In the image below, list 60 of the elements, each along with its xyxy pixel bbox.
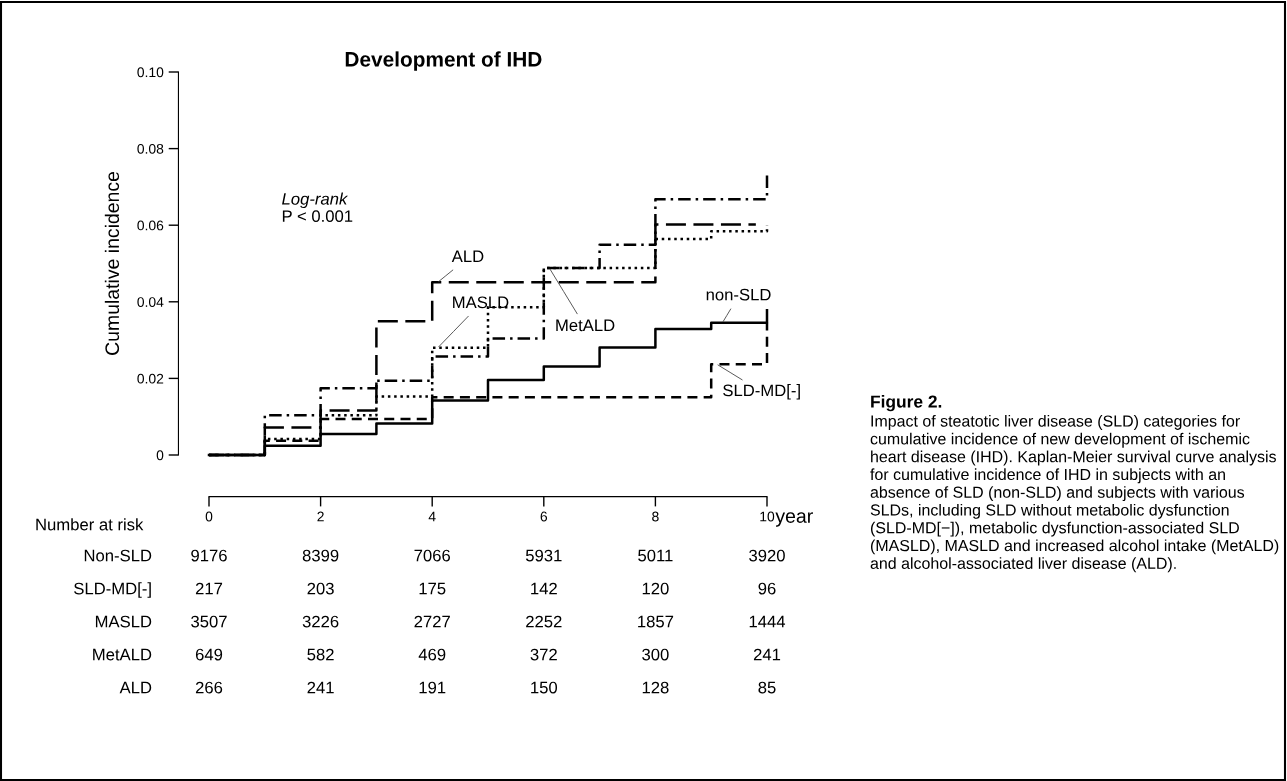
x-tick-label: 2	[317, 511, 324, 522]
y-tick-label: 0.10	[137, 67, 164, 78]
text: 649	[195, 648, 223, 661]
text: 3226	[302, 615, 339, 628]
text: 241	[307, 681, 334, 694]
text: 1444	[749, 615, 786, 628]
text: 203	[307, 582, 334, 595]
text: MASLD	[95, 615, 152, 628]
text: 150	[531, 681, 558, 694]
text: 217	[195, 582, 223, 595]
text: 96	[758, 582, 776, 595]
text: ALD	[119, 681, 152, 694]
text: 142	[531, 582, 557, 595]
text: 469	[418, 648, 446, 661]
y-tick-label: 0.02	[137, 373, 164, 384]
series-label: MASLD	[453, 296, 509, 309]
text: 1857	[638, 615, 674, 628]
series-label: SLD-MD[-]	[723, 384, 800, 400]
text: 241	[753, 648, 781, 661]
x-tick-label: 0	[205, 511, 213, 522]
x-tick-label: 8	[652, 511, 659, 522]
y-tick-label: 0.04	[137, 297, 164, 307]
annotation: Log-rank	[282, 192, 349, 209]
text: 2727	[414, 615, 450, 628]
series-label: MetALD	[556, 319, 615, 332]
y-axis-title: Cumulative incidence	[104, 171, 120, 355]
text: 191	[419, 681, 446, 694]
text: 2252	[526, 615, 562, 628]
text: 175	[419, 582, 446, 595]
text: 3920	[749, 549, 785, 562]
text: 300	[642, 648, 669, 661]
chart-title: Development of IHD	[345, 51, 542, 71]
text: MetALD	[93, 648, 152, 661]
text: 372	[530, 648, 557, 661]
y-tick-label: 0	[156, 450, 164, 461]
text: 120	[642, 582, 669, 595]
text: Number at risk	[36, 518, 144, 531]
text: 9176	[191, 549, 227, 562]
caption: Figure 2.	[871, 395, 942, 412]
text: 5931	[525, 549, 562, 562]
x-tick-label: 6	[540, 511, 548, 522]
text: 266	[195, 681, 223, 694]
text: 582	[307, 648, 334, 661]
annotation: P < 0.001	[282, 210, 353, 223]
x-tick-label: 4	[428, 511, 436, 522]
y-tick-label: 0.08	[137, 143, 164, 154]
text: 5011	[638, 549, 673, 562]
text: Impact of steatotic liver disease (SLD) categories for cumulative incidence of new development of ischemic heart disease (IHD). Kaplan-Meier survival curve analysis for cumulative incidence of IHD in subjects with an absence of SLD (non-SLD) and subjects with various SLDs, including SLD without metabolic dysfunction (SLD-MD[−]), metabolic dysfunction-associated SLD (MASLD), MASLD and increased alcohol intake (MetALD) and alcohol-associated liver disease (ALD).	[870, 415, 1279, 573]
x-tick-label: 10	[760, 511, 775, 522]
text: 128	[642, 681, 669, 694]
series-label: non-SLD	[706, 288, 771, 301]
x-axis-title: year	[775, 512, 813, 527]
text: 85	[758, 681, 776, 694]
text: Non-SLD	[84, 549, 152, 562]
text: 7066	[414, 549, 451, 562]
series-label: ALD	[451, 250, 484, 263]
text: 3507	[191, 615, 227, 628]
text: SLD-MD[-]	[74, 582, 151, 598]
text: 8399	[302, 549, 339, 562]
y-tick-label: 0.06	[137, 220, 164, 231]
